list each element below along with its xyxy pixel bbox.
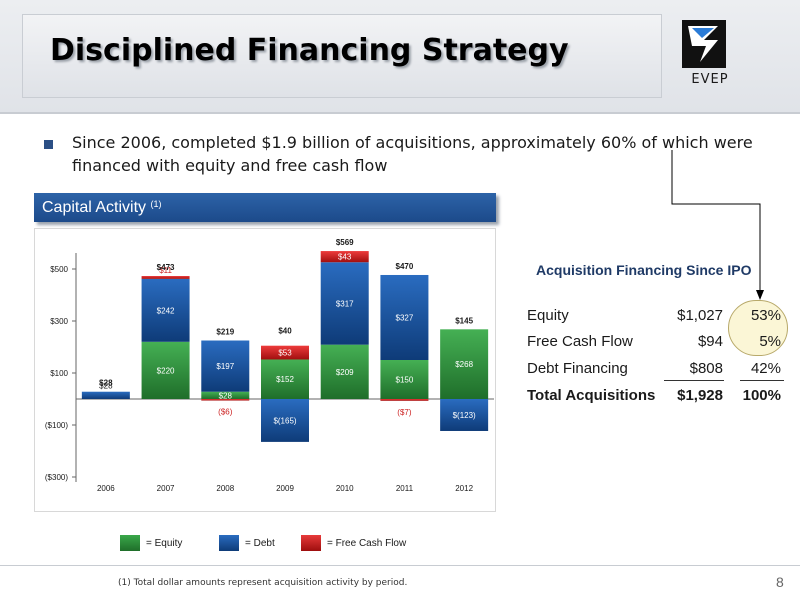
bar-debt-2006 (81, 391, 130, 399)
title-band (22, 14, 662, 98)
legend-debt-swatch (219, 535, 239, 551)
page-title: Disciplined Financing Strategy (50, 33, 569, 68)
capital-activity-footnote-mark: (1) (150, 199, 162, 209)
segment-label: $242 (157, 306, 175, 315)
segment-label: $150 (396, 376, 414, 385)
segment-label: $(165) (273, 416, 296, 425)
financing-row-amount: $94 (697, 333, 723, 350)
segment-label: $43 (338, 253, 352, 262)
capital-activity-header (34, 193, 496, 222)
segment-label: $(123) (453, 411, 476, 420)
financing-total-label: Total Acquisitions (527, 387, 656, 404)
financing-row-label: Free Cash Flow (527, 333, 633, 350)
bar-free-cash-flow-2008 (201, 399, 250, 401)
y-tick-label: ($100) (45, 421, 68, 430)
y-tick-label: $500 (50, 265, 68, 274)
x-tick-label: 2009 (276, 484, 294, 493)
bar-free-cash-flow-2011 (380, 399, 429, 401)
x-tick-label: 2012 (455, 484, 473, 493)
legend-equity-label: = Equity (146, 538, 183, 549)
financing-row-equity: Equity $1,027 53% (527, 307, 787, 329)
segment-label: $220 (157, 366, 175, 375)
legend-free-cash-flow-swatch (301, 535, 321, 551)
y-tick-label: $300 (50, 317, 68, 326)
segment-label: ($6) (218, 408, 233, 417)
financing-row-debt: Debt Financing $808 42% (527, 360, 787, 382)
segment-label: $28 (99, 382, 113, 391)
x-tick-label: 2010 (336, 484, 354, 493)
capital-activity-title: Capital Activity (1) (42, 199, 162, 217)
segment-label: $28 (219, 392, 233, 401)
bar-debt-2012 (440, 399, 489, 431)
financing-row-pct: 53% (750, 307, 781, 324)
segment-label: $197 (216, 362, 234, 371)
bar-equity-2009 (261, 359, 309, 399)
bullet-icon (44, 140, 53, 149)
financing-total-amount: $1,928 (677, 387, 723, 404)
acquisition-financing-title: Acquisition Financing Since IPO (536, 262, 752, 278)
amount-total-rule (664, 380, 724, 381)
financing-row-pct: 5% (759, 333, 781, 350)
legend-equity-swatch (120, 535, 140, 551)
page-number: 8 (776, 574, 784, 590)
total-label: $473 (157, 263, 175, 272)
bar-debt-2010 (320, 262, 369, 345)
percent-highlight (728, 300, 788, 356)
segment-label: $209 (336, 368, 354, 377)
financing-row-label: Debt Financing (527, 360, 628, 377)
financing-row-free-cash-flow: Free Cash Flow $94 5% (527, 333, 787, 355)
footer-divider (0, 565, 800, 566)
evep-logo-icon (682, 20, 726, 68)
pct-total-rule (740, 380, 784, 381)
bar-equity-2012 (440, 329, 489, 399)
financing-row-amount: $808 (689, 360, 723, 377)
bar-equity-2008 (201, 391, 250, 399)
segment-label: $327 (396, 313, 414, 322)
segment-label: $317 (336, 299, 354, 308)
bar-equity-2011 (380, 360, 429, 399)
total-label: $219 (216, 328, 234, 337)
total-label: $40 (278, 327, 292, 336)
x-tick-label: 2006 (97, 484, 115, 493)
segment-label: $268 (455, 360, 473, 369)
x-tick-label: 2011 (396, 484, 414, 493)
x-tick-label: 2007 (157, 484, 175, 493)
segment-label: $11 (159, 266, 172, 275)
bar-free-cash-flow-2009 (261, 345, 309, 360)
bar-free-cash-flow-2010 (320, 251, 369, 263)
bar-debt-2011 (380, 274, 429, 360)
total-label: $470 (396, 262, 414, 271)
bar-debt-2009 (261, 399, 309, 442)
financing-total-pct: 100% (742, 387, 781, 404)
legend-debt-label: = Debt (245, 538, 275, 549)
y-tick-label: $100 (50, 369, 68, 378)
financing-row-pct: 42% (750, 360, 781, 377)
total-label: $569 (336, 238, 354, 247)
bar-debt-2008 (201, 340, 250, 392)
logo-text: EVEP (691, 72, 729, 87)
bar-debt-2007 (141, 278, 190, 342)
financing-row-amount: $1,027 (677, 307, 723, 324)
bar-equity-2010 (320, 344, 369, 399)
footnote: (1) Total dollar amounts represent acqui… (118, 578, 408, 588)
segment-label: $152 (276, 375, 294, 384)
bar-equity-2007 (141, 341, 190, 399)
x-tick-label: 2008 (216, 484, 234, 493)
financing-row-total: Total Acquisitions $1,928 100% (527, 387, 787, 409)
segment-label: ($7) (397, 408, 412, 417)
total-label: $28 (99, 379, 113, 388)
total-label: $145 (455, 316, 473, 325)
capital-activity-title-text: Capital Activity (42, 199, 147, 216)
segment-label: $53 (278, 349, 292, 358)
bullet-text: Since 2006, completed $1.9 billion of ac… (72, 133, 753, 175)
financing-row-label: Equity (527, 307, 569, 324)
bar-free-cash-flow-2007 (141, 276, 190, 279)
title-divider (0, 112, 800, 114)
legend-free-cash-flow-label: = Free Cash Flow (327, 538, 407, 549)
y-tick-label: ($300) (45, 473, 68, 482)
